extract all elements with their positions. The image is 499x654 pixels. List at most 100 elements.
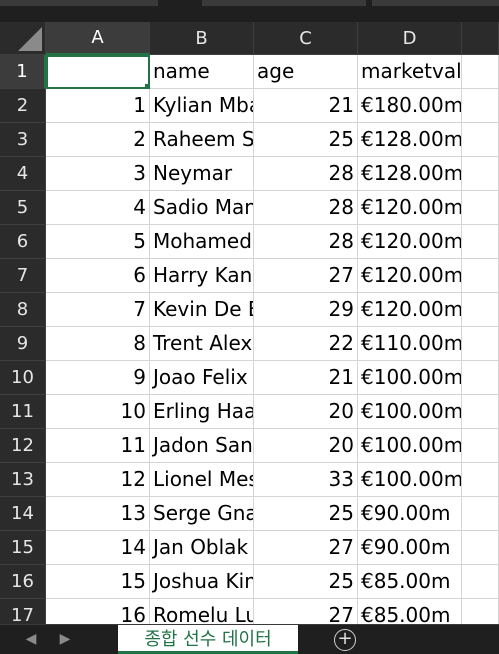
cell-b-13[interactable]: Lionel Messi: [150, 463, 254, 497]
cell-d-4[interactable]: €128.00m: [358, 157, 462, 191]
cell-a-14[interactable]: 13: [46, 497, 150, 531]
cell-a-13[interactable]: 12: [46, 463, 150, 497]
row-header[interactable]: 5: [0, 191, 46, 225]
row-header[interactable]: 13: [0, 463, 46, 497]
cell-d-6[interactable]: €120.00m: [358, 225, 462, 259]
cell-c-15[interactable]: 27: [254, 531, 358, 565]
row-header[interactable]: 14: [0, 497, 46, 531]
row-header[interactable]: 10: [0, 361, 46, 395]
cell-b-11[interactable]: Erling Haaland: [150, 395, 254, 429]
cell-d-5[interactable]: €120.00m: [358, 191, 462, 225]
cell-c-3[interactable]: 25: [254, 123, 358, 157]
cell-e-5[interactable]: [462, 191, 499, 225]
cell-a-12[interactable]: 11: [46, 429, 150, 463]
cell-e-1[interactable]: [462, 55, 499, 89]
row-header[interactable]: 6: [0, 225, 46, 259]
cell-b-3[interactable]: Raheem Sterling: [150, 123, 254, 157]
cell-b-7[interactable]: Harry Kane: [150, 259, 254, 293]
cell-a-15[interactable]: 14: [46, 531, 150, 565]
cell-e-11[interactable]: [462, 395, 499, 429]
cell-b-9[interactable]: Trent Alexander-Arnold: [150, 327, 254, 361]
cell-c-14[interactable]: 25: [254, 497, 358, 531]
cell-e-6[interactable]: [462, 225, 499, 259]
cell-e-10[interactable]: [462, 361, 499, 395]
cell-c-4[interactable]: 28: [254, 157, 358, 191]
cell-b-12[interactable]: Jadon Sancho: [150, 429, 254, 463]
cell-e-4[interactable]: [462, 157, 499, 191]
cell-d-14[interactable]: €90.00m: [358, 497, 462, 531]
column-header-c[interactable]: C: [254, 22, 358, 55]
column-header-e[interactable]: [462, 22, 499, 55]
cell-d-12[interactable]: €100.00m: [358, 429, 462, 463]
cell-e-13[interactable]: [462, 463, 499, 497]
row-header[interactable]: 7: [0, 259, 46, 293]
column-header-d[interactable]: D: [358, 22, 462, 55]
column-header-b[interactable]: B: [150, 22, 254, 55]
cell-a-11[interactable]: 10: [46, 395, 150, 429]
cell-a-7[interactable]: 6: [46, 259, 150, 293]
cell-c-17[interactable]: 27: [254, 599, 358, 624]
cell-a-9[interactable]: 8: [46, 327, 150, 361]
row-header[interactable]: 9: [0, 327, 46, 361]
row-header[interactable]: 17: [0, 599, 46, 624]
cell-e-12[interactable]: [462, 429, 499, 463]
cell-d-15[interactable]: €90.00m: [358, 531, 462, 565]
cell-e-7[interactable]: [462, 259, 499, 293]
cell-a-5[interactable]: 4: [46, 191, 150, 225]
spreadsheet-grid[interactable]: ABCD1nameagemarketvalue21Kylian Mbappé21…: [0, 22, 499, 624]
cell-e-17[interactable]: [462, 599, 499, 624]
cell-a-10[interactable]: 9: [46, 361, 150, 395]
cell-a-17[interactable]: 16: [46, 599, 150, 624]
scroll-tabs-left-icon[interactable]: ◀: [25, 631, 37, 647]
cell-e-16[interactable]: [462, 565, 499, 599]
cell-c-11[interactable]: 20: [254, 395, 358, 429]
cell-c-16[interactable]: 25: [254, 565, 358, 599]
cell-d-11[interactable]: €100.00m: [358, 395, 462, 429]
cell-a-3[interactable]: 2: [46, 123, 150, 157]
cell-d-8[interactable]: €120.00m: [358, 293, 462, 327]
add-sheet-icon[interactable]: +: [334, 629, 356, 651]
cell-e-2[interactable]: [462, 89, 499, 123]
cell-d-7[interactable]: €120.00m: [358, 259, 462, 293]
row-header[interactable]: 4: [0, 157, 46, 191]
cell-a-1[interactable]: [46, 55, 150, 89]
cell-b-6[interactable]: Mohamed Salah: [150, 225, 254, 259]
cell-b-10[interactable]: Joao Felix: [150, 361, 254, 395]
cell-c-13[interactable]: 33: [254, 463, 358, 497]
cell-e-14[interactable]: [462, 497, 499, 531]
cell-b-2[interactable]: Kylian Mbappé: [150, 89, 254, 123]
row-header[interactable]: 11: [0, 395, 46, 429]
cell-a-2[interactable]: 1: [46, 89, 150, 123]
cell-c-5[interactable]: 28: [254, 191, 358, 225]
cell-b-1[interactable]: name: [150, 55, 254, 89]
cell-b-8[interactable]: Kevin De Bruyne: [150, 293, 254, 327]
cell-c-8[interactable]: 29: [254, 293, 358, 327]
cell-b-15[interactable]: Jan Oblak: [150, 531, 254, 565]
cell-d-1[interactable]: marketvalue: [358, 55, 462, 89]
cell-d-9[interactable]: €110.00m: [358, 327, 462, 361]
cell-b-17[interactable]: Romelu Lukaku: [150, 599, 254, 624]
row-header[interactable]: 15: [0, 531, 46, 565]
select-all-button[interactable]: [0, 22, 46, 55]
cell-c-2[interactable]: 21: [254, 89, 358, 123]
cell-d-17[interactable]: €85.00m: [358, 599, 462, 624]
cell-e-8[interactable]: [462, 293, 499, 327]
cell-b-14[interactable]: Serge Gnabry: [150, 497, 254, 531]
row-header[interactable]: 8: [0, 293, 46, 327]
row-header[interactable]: 2: [0, 89, 46, 123]
cell-c-10[interactable]: 21: [254, 361, 358, 395]
row-header[interactable]: 12: [0, 429, 46, 463]
cell-c-9[interactable]: 22: [254, 327, 358, 361]
row-header[interactable]: 1: [0, 55, 46, 89]
cell-d-16[interactable]: €85.00m: [358, 565, 462, 599]
cell-a-8[interactable]: 7: [46, 293, 150, 327]
cell-b-5[interactable]: Sadio Mané: [150, 191, 254, 225]
cell-e-15[interactable]: [462, 531, 499, 565]
cell-d-3[interactable]: €128.00m: [358, 123, 462, 157]
row-header[interactable]: 16: [0, 565, 46, 599]
cell-a-16[interactable]: 15: [46, 565, 150, 599]
cell-a-6[interactable]: 5: [46, 225, 150, 259]
scroll-tabs-right-icon[interactable]: ▶: [59, 631, 71, 647]
cell-d-10[interactable]: €100.00m: [358, 361, 462, 395]
cell-e-9[interactable]: [462, 327, 499, 361]
